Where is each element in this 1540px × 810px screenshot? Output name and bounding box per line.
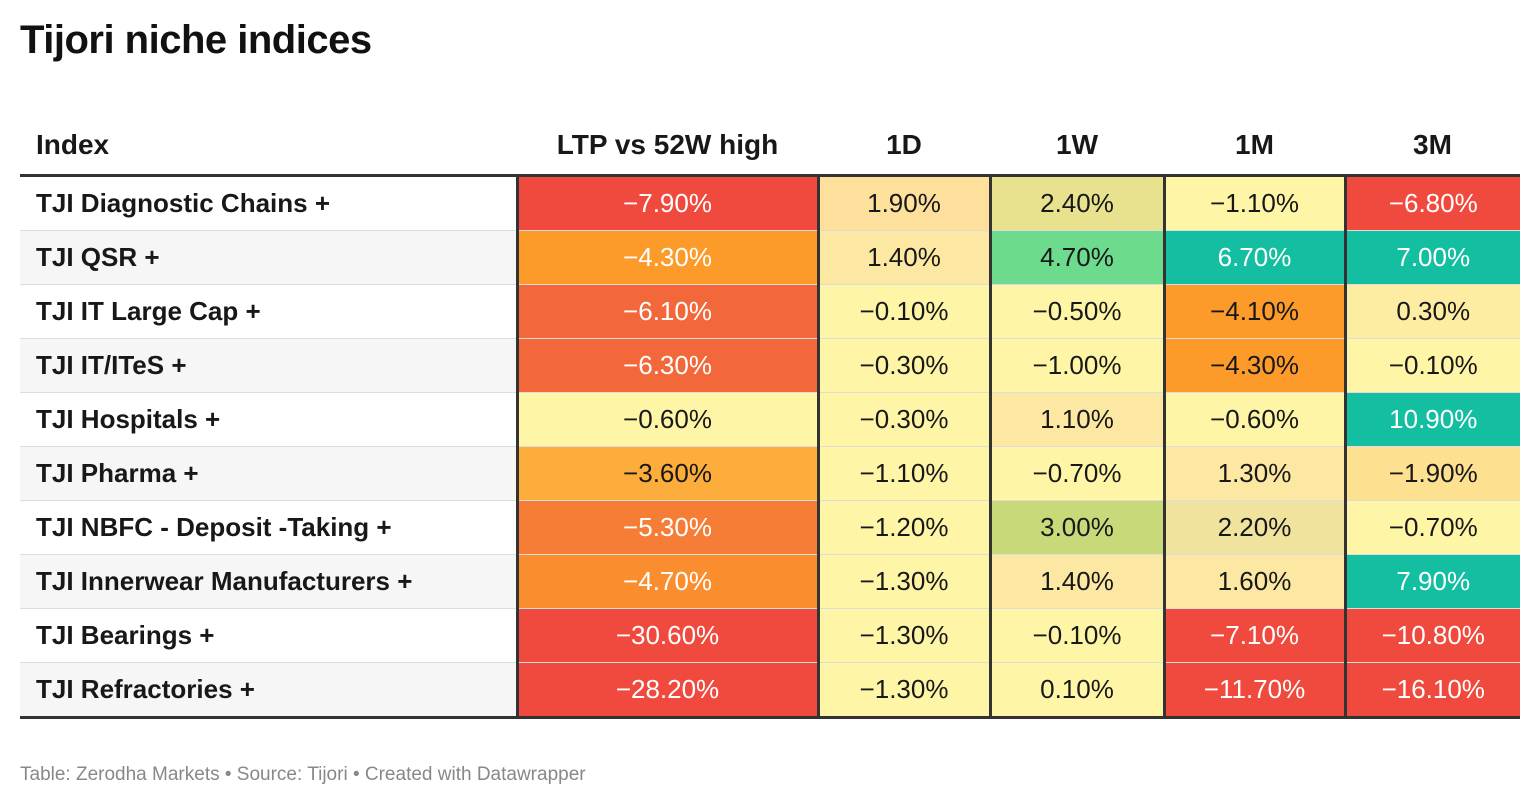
index-name-cell: TJI Hospitals +	[20, 392, 517, 447]
value-cell-1d: −1.20%	[816, 500, 990, 555]
table-body: TJI Diagnostic Chains + −7.90% 1.90% 2.40% −…	[20, 175, 1520, 719]
value-cell-1w: −0.10%	[988, 608, 1164, 663]
value-cell-3m: 10.90%	[1343, 392, 1520, 447]
value-cell-1m: −4.30%	[1162, 338, 1345, 393]
value-cell-1m: 6.70%	[1162, 230, 1345, 285]
value-cell-1m: −1.10%	[1162, 175, 1345, 231]
value-cell-ltp-vs-52w-high: −6.10%	[515, 284, 818, 339]
table-row: TJI Diagnostic Chains + −7.90% 1.90% 2.40% −…	[20, 175, 1520, 231]
index-name-cell: TJI Innerwear Manufacturers +	[20, 554, 517, 609]
table-row: TJI Pharma + −3.60% −1.10% −0.70% 1.30% −1.90…	[20, 446, 1520, 501]
value-cell-1d: −1.30%	[816, 608, 990, 663]
table-row: TJI NBFC - Deposit -Taking + −5.30% −1.20%…	[20, 500, 1520, 555]
source-note: Table: Zerodha Markets • Source: Tijori …	[20, 764, 586, 785]
value-cell-1m: −0.60%	[1162, 392, 1345, 447]
table-row: TJI IT/ITeS + −6.30% −0.30% −1.00% −4.30% −0.…	[20, 338, 1520, 393]
table-row: TJI Innerwear Manufacturers + −4.70% −1.30…	[20, 554, 1520, 609]
value-cell-3m: 7.00%	[1343, 230, 1520, 285]
value-cell-3m: −0.10%	[1343, 338, 1520, 393]
value-cell-ltp-vs-52w-high: −30.60%	[515, 608, 818, 663]
value-cell-1w: −0.70%	[988, 446, 1164, 501]
value-cell-1w: 4.70%	[988, 230, 1164, 285]
value-cell-1w: 3.00%	[988, 500, 1164, 555]
value-cell-1d: 1.90%	[816, 175, 990, 231]
value-cell-1m: −4.10%	[1162, 284, 1345, 339]
index-name-cell: TJI IT/ITeS +	[20, 338, 517, 393]
value-cell-1d: 1.40%	[816, 230, 990, 285]
value-cell-1d: −0.10%	[816, 284, 990, 339]
value-cell-1m: −11.70%	[1162, 662, 1345, 719]
value-cell-1w: 2.40%	[988, 175, 1164, 231]
table-row: TJI QSR + −4.30% 1.40% 4.70% 6.70% 7.00%	[20, 230, 1520, 285]
value-cell-ltp-vs-52w-high: −4.30%	[515, 230, 818, 285]
value-cell-ltp-vs-52w-high: −5.30%	[515, 500, 818, 555]
value-cell-ltp-vs-52w-high: −0.60%	[515, 392, 818, 447]
value-cell-1d: −1.10%	[816, 446, 990, 501]
value-cell-1d: −0.30%	[816, 338, 990, 393]
value-cell-1d: −0.30%	[816, 392, 990, 447]
index-name-cell: TJI Diagnostic Chains +	[20, 175, 517, 231]
index-name-cell: TJI QSR +	[20, 230, 517, 285]
header-1w: 1W	[990, 116, 1164, 177]
header-1d: 1D	[818, 116, 990, 177]
index-name-cell: TJI Pharma +	[20, 446, 517, 501]
value-cell-1w: −0.50%	[988, 284, 1164, 339]
table-row: TJI IT Large Cap + −6.10% −0.10% −0.50% −4.1…	[20, 284, 1520, 339]
indices-table: Index LTP vs 52W high 1D 1W 1M 3M TJI Di…	[20, 116, 1520, 719]
header-index: Index	[20, 116, 517, 177]
value-cell-ltp-vs-52w-high: −6.30%	[515, 338, 818, 393]
index-name-cell: TJI Bearings +	[20, 608, 517, 663]
header-row: Index LTP vs 52W high 1D 1W 1M 3M	[20, 116, 1520, 177]
value-cell-1m: 1.60%	[1162, 554, 1345, 609]
index-name-cell: TJI NBFC - Deposit -Taking +	[20, 500, 517, 555]
value-cell-3m: −16.10%	[1343, 662, 1520, 719]
value-cell-ltp-vs-52w-high: −28.20%	[515, 662, 818, 719]
value-cell-1m: 1.30%	[1162, 446, 1345, 501]
value-cell-1d: −1.30%	[816, 554, 990, 609]
value-cell-3m: −6.80%	[1343, 175, 1520, 231]
table-row: TJI Refractories + −28.20% −1.30% 0.10% −11.…	[20, 662, 1520, 719]
value-cell-ltp-vs-52w-high: −4.70%	[515, 554, 818, 609]
value-cell-ltp-vs-52w-high: −7.90%	[515, 175, 818, 231]
header-3m: 3M	[1345, 116, 1520, 177]
header-ltp-vs-52w-high: LTP vs 52W high	[517, 116, 818, 177]
index-name-cell: TJI Refractories +	[20, 662, 517, 719]
index-name-cell: TJI IT Large Cap +	[20, 284, 517, 339]
value-cell-ltp-vs-52w-high: −3.60%	[515, 446, 818, 501]
value-cell-3m: −10.80%	[1343, 608, 1520, 663]
value-cell-1w: 1.10%	[988, 392, 1164, 447]
value-cell-1m: 2.20%	[1162, 500, 1345, 555]
chart-title: Tijori niche indices	[20, 18, 372, 62]
value-cell-1w: −1.00%	[988, 338, 1164, 393]
value-cell-1m: −7.10%	[1162, 608, 1345, 663]
value-cell-1w: 1.40%	[988, 554, 1164, 609]
table-row: TJI Hospitals + −0.60% −0.30% 1.10% −0.60% 10…	[20, 392, 1520, 447]
value-cell-3m: 0.30%	[1343, 284, 1520, 339]
value-cell-3m: 7.90%	[1343, 554, 1520, 609]
header-1m: 1M	[1164, 116, 1345, 177]
value-cell-3m: −1.90%	[1343, 446, 1520, 501]
table-row: TJI Bearings + −30.60% −1.30% −0.10% −7.10% −…	[20, 608, 1520, 663]
value-cell-1w: 0.10%	[988, 662, 1164, 719]
value-cell-1d: −1.30%	[816, 662, 990, 719]
value-cell-3m: −0.70%	[1343, 500, 1520, 555]
